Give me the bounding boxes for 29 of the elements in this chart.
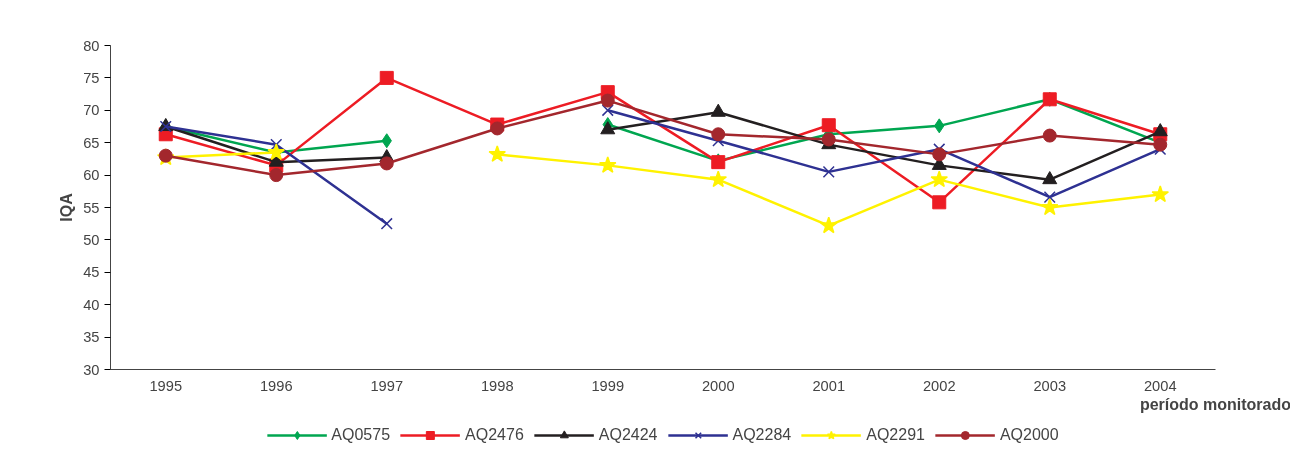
x-tick-label: 1995 bbox=[149, 377, 183, 394]
y-tick-label: 50 bbox=[83, 231, 100, 248]
legend-label: AQ2000 bbox=[999, 426, 1059, 444]
y-tick-label: 70 bbox=[83, 102, 100, 119]
y-tick-label: 45 bbox=[83, 264, 100, 281]
x-tick-label: 2003 bbox=[1033, 377, 1067, 394]
x-tick-label: 2004 bbox=[1143, 377, 1177, 394]
y-tick-label: 75 bbox=[83, 69, 100, 86]
legend-label: AQ2424 bbox=[598, 426, 658, 444]
legend-label: AQ2284 bbox=[732, 426, 792, 444]
legend-label: AQ2476 bbox=[465, 426, 524, 444]
y-tick-label: 80 bbox=[83, 37, 100, 54]
x-axis-title: período monitorado bbox=[1139, 395, 1292, 413]
x-tick-label: 1996 bbox=[259, 377, 293, 394]
x-tick-label: 1998 bbox=[480, 377, 514, 394]
x-tick-label: 2000 bbox=[701, 377, 735, 394]
y-tick-label: 30 bbox=[83, 361, 100, 378]
y-tick-label: 65 bbox=[83, 134, 100, 151]
x-tick-label: 1997 bbox=[370, 377, 404, 394]
y-tick-label: 35 bbox=[83, 329, 100, 346]
legend-label: AQ2291 bbox=[866, 426, 925, 444]
y-tick-label: 40 bbox=[83, 296, 100, 313]
y-tick-label: 55 bbox=[83, 199, 100, 216]
legend-label: AQ0575 bbox=[331, 426, 391, 444]
y-axis-title: IQA bbox=[58, 192, 76, 222]
x-tick-label: 2001 bbox=[812, 377, 846, 394]
x-tick-label: 2002 bbox=[922, 377, 956, 394]
y-tick-label: 60 bbox=[83, 167, 100, 184]
x-tick-label: 1999 bbox=[591, 377, 625, 394]
